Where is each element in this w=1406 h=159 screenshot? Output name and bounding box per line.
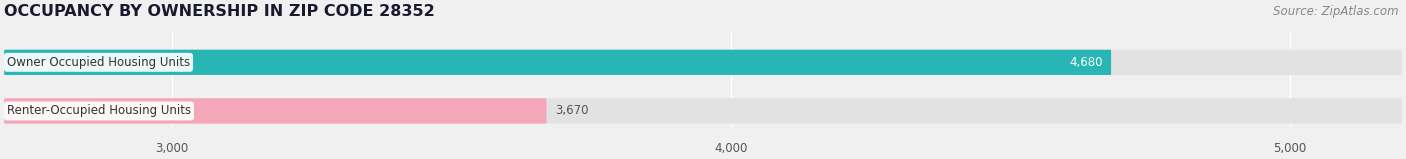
Text: Source: ZipAtlas.com: Source: ZipAtlas.com — [1274, 5, 1399, 18]
FancyBboxPatch shape — [4, 98, 547, 124]
FancyBboxPatch shape — [4, 50, 1402, 75]
Text: 3,670: 3,670 — [555, 104, 588, 118]
Text: OCCUPANCY BY OWNERSHIP IN ZIP CODE 28352: OCCUPANCY BY OWNERSHIP IN ZIP CODE 28352 — [4, 4, 434, 19]
Text: Renter-Occupied Housing Units: Renter-Occupied Housing Units — [7, 104, 191, 118]
Text: Owner Occupied Housing Units: Owner Occupied Housing Units — [7, 56, 190, 69]
Text: 4,680: 4,680 — [1069, 56, 1102, 69]
FancyBboxPatch shape — [4, 50, 1111, 75]
FancyBboxPatch shape — [4, 98, 1402, 124]
